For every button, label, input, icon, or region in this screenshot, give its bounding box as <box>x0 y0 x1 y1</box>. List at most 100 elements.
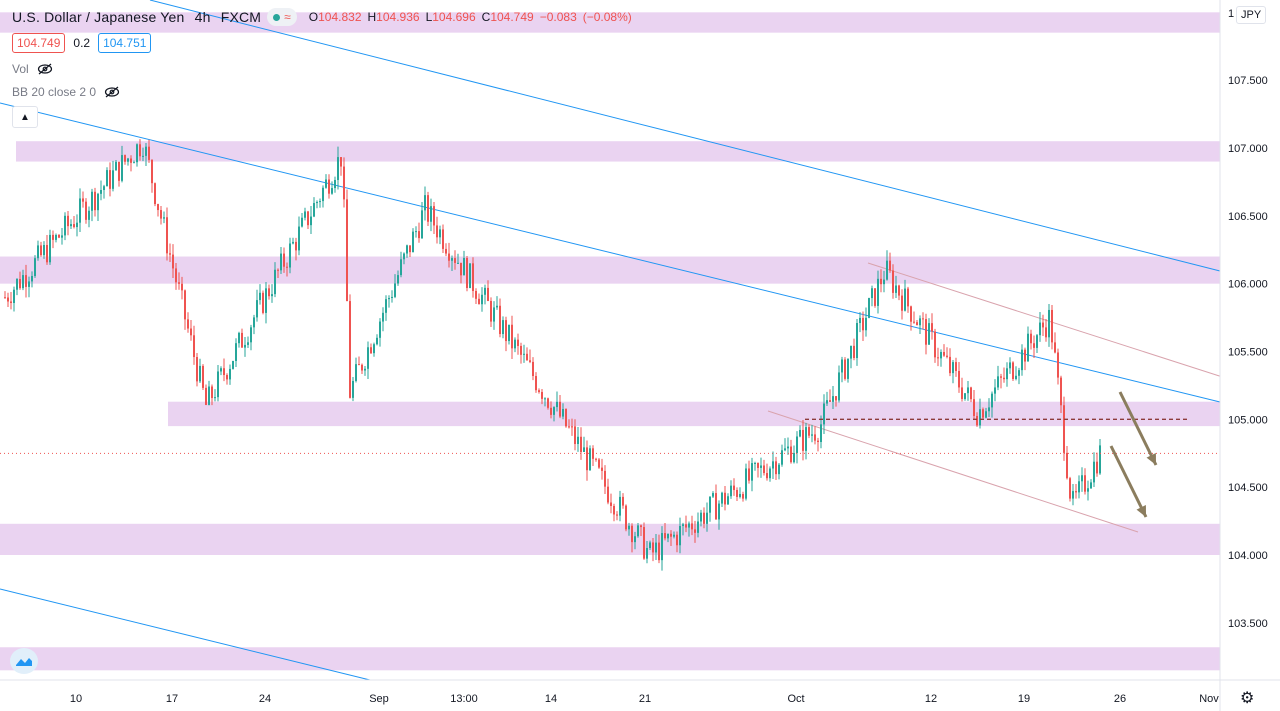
candle-body <box>442 229 444 249</box>
candle-body <box>382 312 384 322</box>
resistance-zone <box>0 12 1220 33</box>
symbol-title[interactable]: U.S. Dollar / Japanese Yen 4h FXCM <box>12 9 261 25</box>
currency-button[interactable]: JPY <box>1236 6 1267 24</box>
candle-body <box>1012 362 1014 380</box>
tradingview-logo[interactable] <box>10 648 38 674</box>
candle-body <box>43 244 45 256</box>
candle-body <box>601 467 603 471</box>
candle-body <box>109 170 111 189</box>
candle-body <box>229 368 231 380</box>
y-tick-label: 107.000 <box>1228 143 1268 155</box>
market-status-pill[interactable]: ≈ <box>267 8 297 26</box>
candle-body <box>523 353 525 355</box>
candle-body <box>1000 376 1002 378</box>
candle-body <box>736 490 738 497</box>
open-value: O104.832 <box>308 10 362 24</box>
candle-body <box>241 332 243 348</box>
candle-body <box>727 496 729 505</box>
candle-body <box>970 387 972 400</box>
candle-body <box>553 407 555 415</box>
candle-body <box>1042 322 1044 328</box>
candle-body <box>37 245 39 259</box>
candle-body <box>166 217 168 254</box>
candle-body <box>283 253 285 267</box>
candle-body <box>1045 327 1047 338</box>
candle-body <box>22 275 24 289</box>
y-tick-label: 103.500 <box>1228 618 1268 630</box>
interval-label: 4h <box>194 9 211 25</box>
candle-body <box>133 162 135 164</box>
candle-body <box>967 387 969 394</box>
candle-body <box>538 390 540 393</box>
sell-button[interactable]: 104.749 <box>12 33 66 53</box>
candle-body <box>871 288 873 299</box>
candle-body <box>493 307 495 322</box>
candle-body <box>292 241 294 244</box>
candle-body <box>1075 491 1077 493</box>
candle-body <box>52 234 54 240</box>
candle-body <box>385 299 387 313</box>
candle-body <box>286 266 288 268</box>
candle-body <box>28 281 30 287</box>
candle-body <box>979 409 981 426</box>
indicator-volume[interactable]: Vol <box>12 62 53 76</box>
symbol-name: U.S. Dollar / Japanese Yen <box>12 9 185 25</box>
change-value: −0.083 <box>539 10 577 24</box>
candle-body <box>886 260 888 280</box>
projection-arrow <box>1109 445 1148 518</box>
lower-trend-line <box>0 588 371 681</box>
candle-body <box>391 296 393 299</box>
candle-body <box>91 191 93 211</box>
candle-body <box>868 298 870 318</box>
indicator-bollinger[interactable]: BB 20 close 2 0 <box>12 85 120 99</box>
upper-trend-line <box>149 0 1221 272</box>
candle-body <box>31 275 33 282</box>
candle-body <box>73 224 75 228</box>
candle-body <box>793 453 795 463</box>
change-percent: (−0.08%) <box>582 10 632 24</box>
candle-body <box>403 253 405 260</box>
candle-body <box>997 376 999 388</box>
candle-body <box>964 393 966 399</box>
candle-body <box>637 525 639 537</box>
candle-body <box>1099 445 1101 474</box>
candle-body <box>790 446 792 463</box>
eye-crossed-icon[interactable] <box>104 86 120 98</box>
candle-body <box>1006 368 1008 380</box>
buy-button[interactable]: 104.751 <box>98 33 152 53</box>
eye-crossed-icon[interactable] <box>37 63 53 75</box>
candle-body <box>808 427 810 436</box>
candle-body <box>142 155 144 157</box>
candle-body <box>901 295 903 311</box>
candle-body <box>817 440 819 443</box>
candle-body <box>400 259 402 276</box>
candle-body <box>427 195 429 222</box>
candle-body <box>961 387 963 399</box>
candle-body <box>778 464 780 475</box>
close-value: C104.749 <box>481 10 534 24</box>
candle-body <box>151 159 153 184</box>
candle-body <box>82 198 84 202</box>
candle-body <box>664 533 666 539</box>
candle-body <box>577 436 579 445</box>
candle-body <box>184 290 186 320</box>
candle-body <box>340 157 342 167</box>
candle-body <box>613 505 615 515</box>
candle-body <box>535 376 537 391</box>
x-tick-label: 13:00 <box>450 693 478 705</box>
candle-body <box>349 301 351 398</box>
candle-body <box>703 512 705 524</box>
candle-body <box>994 387 996 394</box>
channel-lower-line <box>767 410 1139 533</box>
candle-body <box>802 429 804 451</box>
settings-gear-icon[interactable]: ⚙ <box>1240 690 1255 707</box>
candle-body <box>973 399 975 416</box>
candle-body <box>355 364 357 381</box>
candle-body <box>751 463 753 481</box>
collapse-legend-button[interactable]: ▲ <box>12 106 38 128</box>
x-tick-label: Sep <box>369 693 389 705</box>
indicator-label: BB 20 close 2 0 <box>12 85 97 99</box>
candle-body <box>784 448 786 451</box>
candle-body <box>334 179 336 189</box>
